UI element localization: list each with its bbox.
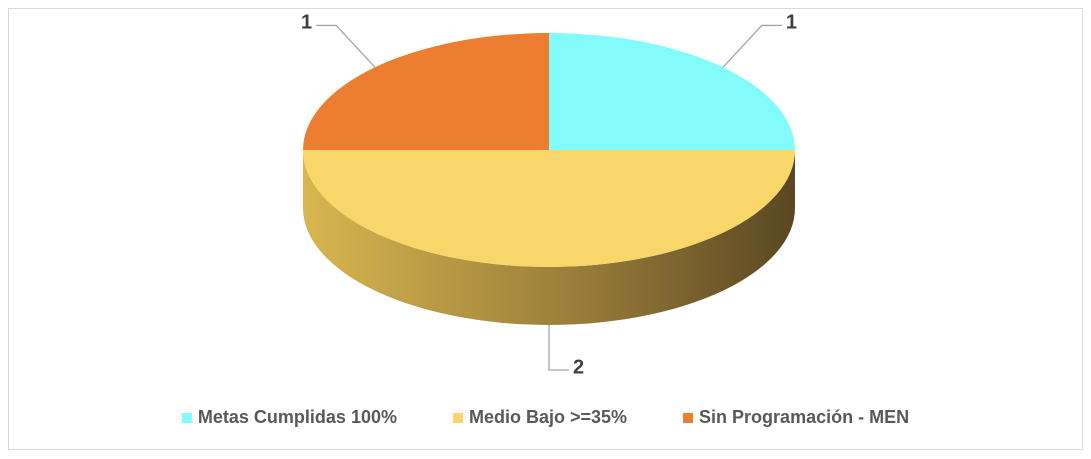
- pie-slice: [549, 33, 795, 150]
- data-label: 2: [573, 356, 584, 378]
- leader-line: [722, 24, 782, 68]
- legend-label: Metas Cumplidas 100%: [198, 407, 397, 427]
- pie-slice: [303, 33, 549, 150]
- data-label: 1: [301, 12, 312, 34]
- legend-marker: [683, 413, 694, 423]
- data-label: 1: [786, 12, 797, 34]
- leader-line: [316, 24, 376, 68]
- legend-marker: [181, 413, 192, 423]
- legend-label: Medio Bajo >=35%: [469, 407, 627, 427]
- legend-marker: [452, 413, 463, 423]
- leader-line: [548, 325, 569, 371]
- pie-side: [303, 150, 795, 325]
- legend: Metas Cumplidas 100% Medio Bajo >=35% Sin …: [181, 407, 909, 427]
- pie-slice: [303, 150, 795, 267]
- legend-label: Sin Programación - MEN: [699, 407, 909, 427]
